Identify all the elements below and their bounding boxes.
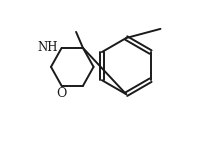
Text: NH: NH xyxy=(37,41,58,54)
Text: O: O xyxy=(56,87,67,100)
